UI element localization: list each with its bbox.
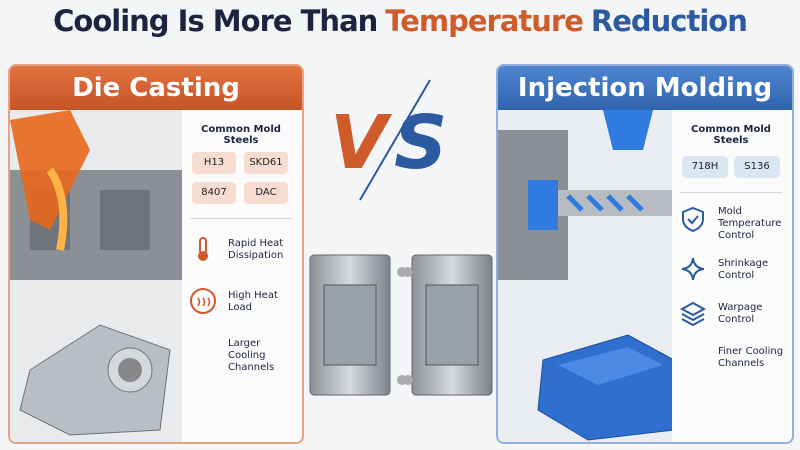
feature: High Heat Load [228, 290, 278, 313]
steel-chip: DAC [244, 182, 288, 204]
vs-letter: V [330, 100, 387, 186]
title-part: Reduction [590, 4, 748, 38]
die-casting-image [10, 110, 184, 442]
steel-chip: 718H [682, 156, 728, 178]
steel-chip: 8407 [192, 182, 236, 204]
info-column: Common Mold Steels 718H S136 Mold Temper… [672, 110, 790, 442]
steel-chip: SKD61 [244, 152, 288, 174]
separator [680, 192, 782, 193]
feature: Shrinkage Control [718, 258, 769, 281]
die-casting-panel: Die Casting Common Mold Steels H13 SKD61… [8, 64, 304, 444]
injection-molding-panel: Injection Molding Common Mold Steels 718… [496, 64, 794, 444]
title: Cooling Is More Than Temperature Reduction [0, 4, 800, 38]
separator [190, 218, 292, 219]
vs-letter: S [394, 100, 447, 186]
steel-chip: S136 [734, 156, 780, 178]
steel-chip: H13 [192, 152, 236, 174]
center-art [300, 79, 493, 396]
injection-molding-image [498, 110, 674, 442]
feature: Warpage Control [718, 302, 763, 325]
steels-label: Common Mold Steels [691, 124, 771, 146]
mold-half [300, 254, 407, 396]
heat-icon [190, 288, 216, 314]
layers-icon [680, 301, 706, 326]
feature: Finer Cooling Channels [718, 346, 784, 369]
thermometer-icon [198, 237, 208, 261]
feature: Larger Cooling Channels [228, 338, 275, 373]
feature: Rapid Heat Dissipation [228, 238, 284, 261]
panel-title: Die Casting [10, 66, 302, 110]
shield-icon [682, 206, 704, 232]
slash [359, 79, 431, 201]
star-icon [681, 257, 705, 281]
info-column: Common Mold Steels H13 SKD61 8407 DAC Ra… [182, 110, 300, 442]
title-part: Temperature [385, 4, 584, 38]
panel-title: Injection Molding [498, 66, 792, 110]
feature: Mold Temperature Control [718, 206, 782, 241]
steels-label: Common Mold Steels [201, 124, 281, 146]
title-part: Cooling Is More Than [53, 4, 378, 38]
mold-half [403, 254, 493, 396]
